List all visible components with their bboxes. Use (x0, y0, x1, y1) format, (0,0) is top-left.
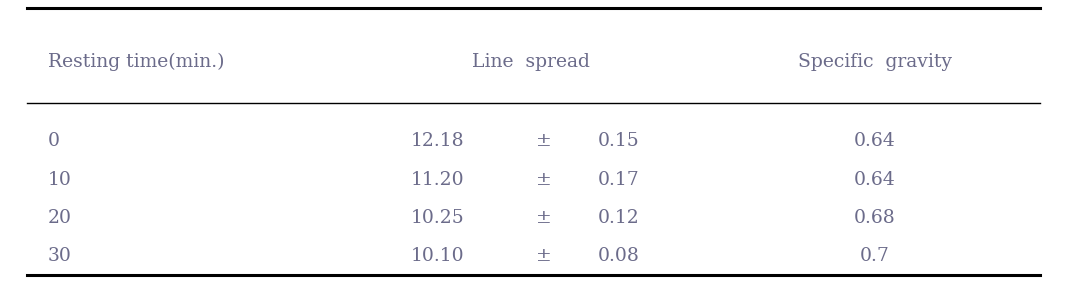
Text: Specific  gravity: Specific gravity (798, 53, 952, 71)
Text: 0.17: 0.17 (598, 171, 639, 189)
Text: 0.12: 0.12 (598, 209, 639, 227)
Text: Resting time(min.): Resting time(min.) (48, 53, 224, 71)
Text: 0.68: 0.68 (854, 209, 896, 227)
Text: Line  spread: Line spread (472, 53, 590, 71)
Text: 10.10: 10.10 (411, 247, 464, 265)
Text: 0.08: 0.08 (598, 247, 639, 265)
Text: ±: ± (537, 247, 552, 265)
Text: 10.25: 10.25 (411, 209, 464, 227)
Text: 20: 20 (48, 209, 71, 227)
Text: 12.18: 12.18 (411, 132, 464, 151)
Text: 10: 10 (48, 171, 71, 189)
Text: ±: ± (537, 171, 552, 189)
Text: 0.64: 0.64 (854, 171, 896, 189)
Text: 30: 30 (48, 247, 71, 265)
Text: 0: 0 (48, 132, 60, 151)
Text: ±: ± (537, 209, 552, 227)
Text: 0.15: 0.15 (598, 132, 639, 151)
Text: 11.20: 11.20 (411, 171, 464, 189)
Text: ±: ± (537, 132, 552, 151)
Text: 0.7: 0.7 (860, 247, 890, 265)
Text: 0.64: 0.64 (854, 132, 896, 151)
